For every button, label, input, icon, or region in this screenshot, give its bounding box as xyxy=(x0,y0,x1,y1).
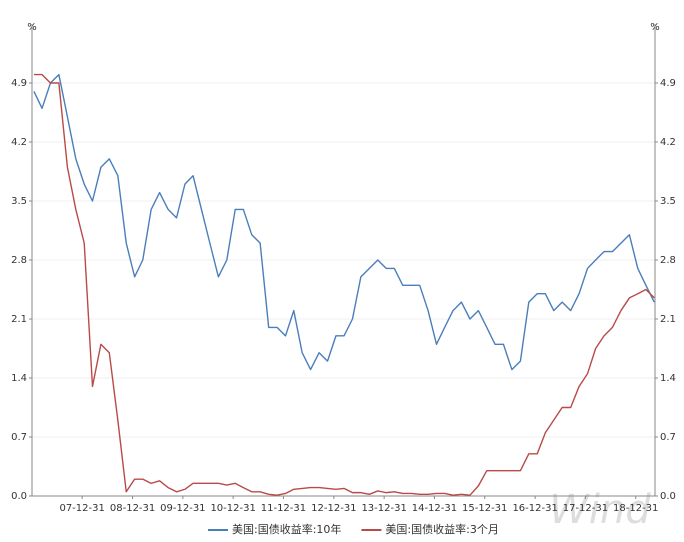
y-tick-label: 4.9 xyxy=(11,78,27,89)
watermark: Wind xyxy=(549,487,651,533)
y2-tick-label: 4.9 xyxy=(660,78,676,89)
y2-tick-label: 0.7 xyxy=(660,432,676,443)
y-tick-label: 2.1 xyxy=(11,314,27,325)
y2-tick-label: 2.1 xyxy=(660,314,676,325)
legend-label: 美国:国债收益率:3个月 xyxy=(385,522,498,536)
legend-label: 美国:国债收益率:10年 xyxy=(232,522,341,536)
y-tick-label: 2.8 xyxy=(11,255,27,266)
series-line xyxy=(33,73,655,371)
y2-tick-label: 0.0 xyxy=(660,491,676,502)
y2-tick-label: 1.4 xyxy=(660,373,676,384)
x-tick-label: 14-12-31 xyxy=(412,503,457,514)
x-tick-label: 18-12-31 xyxy=(613,503,658,514)
x-tick-label: 17-12-31 xyxy=(563,503,608,514)
y-tick-label: 0.7 xyxy=(11,432,27,443)
x-tick-label: 12-12-31 xyxy=(311,503,356,514)
x-tick-label: 11-12-31 xyxy=(261,503,306,514)
y-tick-label: 0.0 xyxy=(11,491,27,502)
x-tick-label: 13-12-31 xyxy=(361,503,406,514)
y2-tick-label: 4.2 xyxy=(660,137,676,148)
x-tick-label: 09-12-31 xyxy=(160,503,205,514)
x-tick-label: 08-12-31 xyxy=(110,503,155,514)
x-tick-label: 07-12-31 xyxy=(59,503,104,514)
x-tick-label: 10-12-31 xyxy=(210,503,255,514)
y-tick-label: 1.4 xyxy=(11,373,27,384)
x-tick-label: 15-12-31 xyxy=(462,503,507,514)
y2-tick-label: 2.8 xyxy=(660,255,676,266)
y-tick-label: 4.2 xyxy=(11,137,27,148)
series-line xyxy=(33,73,655,496)
y-tick-label: 3.5 xyxy=(11,196,27,207)
legend: 美国:国债收益率:10年 美国:国债收益率:3个月 xyxy=(208,522,499,536)
y2-tick-label: 3.5 xyxy=(660,196,676,207)
x-tick-label: 16-12-31 xyxy=(512,503,557,514)
